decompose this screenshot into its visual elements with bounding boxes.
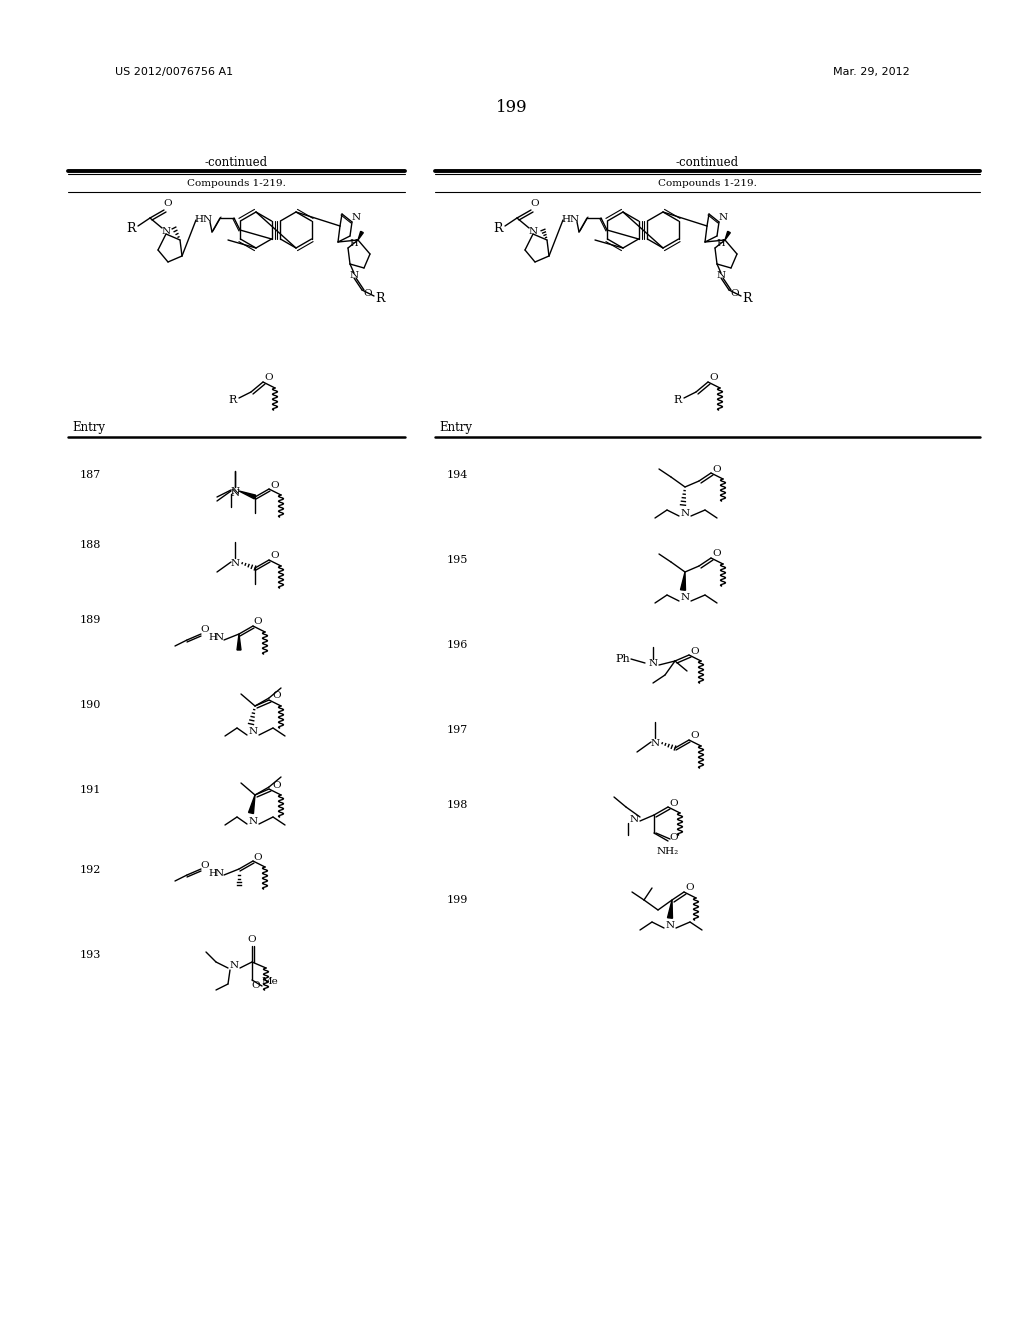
Text: 192: 192 — [80, 865, 101, 875]
Text: NH₂: NH₂ — [656, 846, 679, 855]
Text: 194: 194 — [447, 470, 468, 480]
Text: H: H — [349, 239, 358, 248]
Polygon shape — [725, 231, 730, 240]
Text: N: N — [717, 272, 726, 281]
Text: R: R — [742, 292, 752, 305]
Text: O: O — [201, 861, 209, 870]
Text: O: O — [670, 833, 678, 842]
Text: 196: 196 — [447, 640, 468, 649]
Text: N: N — [719, 214, 728, 223]
Text: N: N — [230, 488, 240, 498]
Text: N: N — [229, 961, 239, 970]
Text: O: O — [264, 374, 273, 383]
Polygon shape — [249, 795, 255, 813]
Text: O: O — [248, 936, 256, 945]
Text: O: O — [713, 465, 721, 474]
Text: N: N — [351, 214, 360, 223]
Text: O: O — [270, 552, 280, 561]
Text: H: H — [717, 239, 725, 248]
Text: -continued: -continued — [205, 157, 268, 169]
Text: O: O — [690, 647, 699, 656]
Polygon shape — [239, 491, 256, 499]
Text: 197: 197 — [447, 725, 468, 735]
Text: N: N — [230, 560, 240, 569]
Text: 195: 195 — [447, 554, 468, 565]
Text: O: O — [164, 199, 172, 209]
Text: O: O — [252, 982, 260, 990]
Text: Compounds 1-219.: Compounds 1-219. — [658, 178, 757, 187]
Text: Entry: Entry — [439, 421, 472, 434]
Text: 191: 191 — [80, 785, 101, 795]
Text: 199: 199 — [447, 895, 468, 906]
Text: Entry: Entry — [72, 421, 105, 434]
Text: O: O — [272, 780, 282, 789]
Text: O: O — [201, 626, 209, 635]
Text: Compounds 1-219.: Compounds 1-219. — [187, 178, 286, 187]
Text: O: O — [254, 853, 262, 862]
Text: 193: 193 — [80, 950, 101, 960]
Text: HN: HN — [562, 215, 580, 224]
Text: N: N — [648, 659, 657, 668]
Text: N: N — [162, 227, 171, 236]
Text: O: O — [710, 374, 718, 383]
Text: N: N — [349, 272, 358, 281]
Text: N: N — [214, 869, 223, 878]
Text: R: R — [127, 222, 136, 235]
Text: O: O — [690, 731, 699, 741]
Text: N: N — [666, 921, 675, 931]
Text: O: O — [272, 692, 282, 701]
Text: Me: Me — [261, 978, 279, 986]
Text: N: N — [630, 814, 639, 824]
Text: N: N — [650, 739, 659, 748]
Text: N: N — [680, 508, 689, 517]
Text: Mar. 29, 2012: Mar. 29, 2012 — [834, 67, 910, 77]
Text: O: O — [731, 289, 739, 298]
Text: 187: 187 — [80, 470, 101, 480]
Polygon shape — [237, 634, 241, 649]
Text: O: O — [530, 199, 540, 209]
Text: O: O — [364, 289, 373, 298]
Text: 198: 198 — [447, 800, 468, 810]
Text: Ph: Ph — [615, 653, 631, 664]
Text: O: O — [686, 883, 694, 892]
Text: N: N — [230, 487, 240, 496]
Text: 199: 199 — [497, 99, 527, 116]
Text: O: O — [254, 618, 262, 627]
Text: N: N — [214, 634, 223, 643]
Text: O: O — [713, 549, 721, 558]
Text: H: H — [209, 869, 217, 878]
Text: US 2012/0076756 A1: US 2012/0076756 A1 — [115, 67, 233, 77]
Text: HN: HN — [195, 215, 213, 224]
Polygon shape — [358, 231, 364, 240]
Polygon shape — [681, 572, 685, 590]
Text: N: N — [249, 817, 258, 825]
Text: N: N — [249, 727, 258, 737]
Text: R: R — [375, 292, 385, 305]
Text: 190: 190 — [80, 700, 101, 710]
Text: 189: 189 — [80, 615, 101, 624]
Text: R: R — [494, 222, 503, 235]
Text: 188: 188 — [80, 540, 101, 550]
Text: R: R — [228, 395, 237, 405]
Text: N: N — [680, 594, 689, 602]
Text: O: O — [270, 480, 280, 490]
Text: O: O — [670, 799, 678, 808]
Text: H: H — [209, 634, 217, 643]
Polygon shape — [668, 900, 673, 919]
Text: N: N — [528, 227, 538, 236]
Text: -continued: -continued — [676, 157, 739, 169]
Text: R: R — [674, 395, 682, 405]
